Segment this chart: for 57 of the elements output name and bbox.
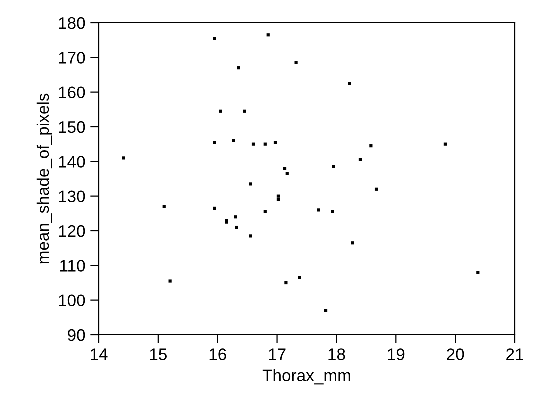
point: [248, 182, 252, 186]
x-tick-label: 17: [269, 348, 286, 360]
x-tick-label: 20: [447, 348, 464, 360]
y-tick-label: 150: [59, 121, 86, 134]
point: [162, 205, 166, 208]
point: [332, 165, 336, 168]
y-tick-label: 110: [60, 260, 86, 272]
point: [243, 110, 246, 113]
point: [237, 66, 240, 70]
y-tick-label: 170: [59, 52, 86, 64]
point: [298, 276, 302, 280]
point: [444, 142, 448, 146]
x-axis-title: Thorax_mm: [262, 369, 350, 385]
point: [284, 281, 288, 285]
y-tick-label: 160: [59, 86, 86, 99]
point: [235, 226, 238, 230]
y-tick-label: 180: [59, 17, 86, 30]
y-tick-label: 140: [59, 156, 86, 168]
y-tick-label: 90: [68, 329, 86, 342]
point: [213, 141, 216, 144]
point: [264, 142, 267, 146]
x-tick-label: 14: [91, 348, 108, 360]
point: [264, 210, 267, 214]
x-tick-label: 18: [328, 348, 346, 360]
point: [252, 142, 256, 146]
point: [358, 158, 362, 162]
y-tick-label: 120: [59, 225, 86, 238]
point: [248, 234, 252, 238]
point: [213, 206, 216, 210]
y-tick-label: 130: [59, 190, 86, 203]
point: [294, 61, 298, 64]
x-tick-label: 21: [506, 348, 524, 360]
point: [266, 34, 270, 37]
point: [476, 271, 480, 274]
point: [348, 82, 352, 86]
point: [324, 309, 328, 312]
point: [351, 242, 354, 245]
y-axis-title: mean_shade_of_pixels: [36, 94, 52, 264]
x-tick-label: 19: [388, 348, 405, 360]
point: [168, 280, 172, 283]
point: [331, 210, 334, 214]
point: [234, 216, 238, 219]
point: [370, 144, 373, 148]
point: [274, 141, 278, 144]
point: [283, 167, 287, 170]
y-tick-label: 100: [59, 294, 86, 307]
point: [317, 208, 320, 212]
point: [276, 194, 280, 198]
point: [276, 198, 280, 202]
point: [286, 172, 289, 176]
point: [219, 110, 222, 113]
point: [374, 188, 378, 191]
x-tick-label: 16: [210, 348, 226, 360]
point: [232, 139, 236, 142]
point: [213, 37, 216, 40]
point: [122, 156, 126, 160]
x-tick-label: 15: [150, 348, 167, 360]
